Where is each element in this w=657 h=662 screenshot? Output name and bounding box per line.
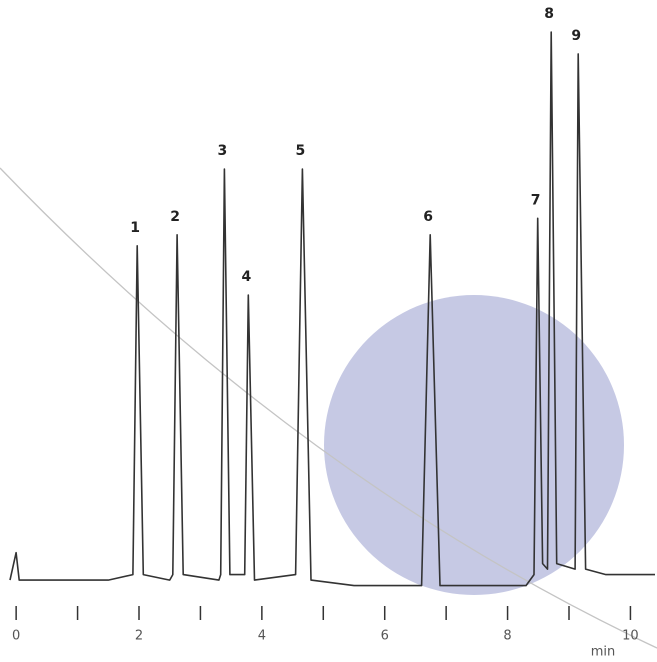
- chart: min 0246810123456789: [0, 0, 657, 662]
- peak-label: 9: [571, 28, 581, 44]
- peak-label: 2: [170, 209, 180, 225]
- x-tick-label: 6: [381, 629, 389, 644]
- peak-label: 8: [544, 6, 554, 22]
- x-tick-label: 0: [12, 629, 20, 644]
- peak-label: 5: [296, 143, 306, 159]
- x-tick-label: 2: [135, 629, 143, 644]
- peak-label: 6: [423, 209, 433, 225]
- peak-label: 1: [130, 220, 140, 236]
- peak-label: 4: [241, 269, 251, 285]
- x-tick-label: 8: [503, 629, 511, 644]
- peak-label: 7: [531, 192, 541, 208]
- x-tick-label: 4: [258, 629, 266, 644]
- peak-label: 3: [218, 143, 228, 159]
- x-tick-label: 10: [622, 629, 639, 644]
- x-axis-label: min: [591, 645, 616, 660]
